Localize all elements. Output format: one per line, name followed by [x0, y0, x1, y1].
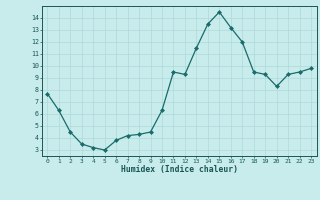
X-axis label: Humidex (Indice chaleur): Humidex (Indice chaleur) [121, 165, 238, 174]
